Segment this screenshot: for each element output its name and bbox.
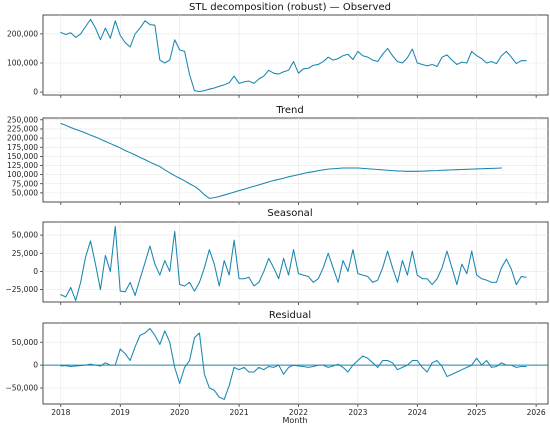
y-tick-label: −25,000 bbox=[5, 285, 38, 294]
x-tick-label: 2023 bbox=[348, 408, 367, 417]
series-line-trend bbox=[60, 122, 502, 199]
plot-frame-residual bbox=[42, 322, 549, 405]
xticks-seasonal bbox=[60, 302, 537, 305]
y-tick-label: 250,000 bbox=[7, 115, 38, 124]
x-tick-label: 2024 bbox=[408, 408, 427, 417]
xticks-trend bbox=[60, 202, 537, 205]
yticks-trend: 50,00075,000100,000125,000150,000175,000… bbox=[7, 115, 43, 197]
panel-title-residual: Residual bbox=[269, 310, 311, 321]
gridlines-observed bbox=[43, 15, 548, 95]
panel-title-trend: Trend bbox=[275, 105, 303, 116]
y-tick-label: 100,000 bbox=[7, 170, 38, 179]
y-tick-label: 75,000 bbox=[12, 179, 38, 188]
x-tick-label: 2026 bbox=[527, 408, 546, 417]
x-axis-label: Month bbox=[282, 416, 307, 425]
yticks-observed: 0 100,000 200,000 bbox=[7, 30, 43, 97]
y-tick-label: 50,000 bbox=[12, 188, 38, 197]
series-line-seasonal bbox=[60, 225, 527, 302]
y-tick-label: 150,000 bbox=[7, 152, 38, 161]
y-tick-label: 200,000 bbox=[7, 134, 38, 143]
gridlines-residual bbox=[43, 323, 548, 404]
gridlines-seasonal bbox=[43, 222, 548, 302]
xticks-observed bbox=[60, 95, 537, 98]
plot-frame-seasonal bbox=[42, 221, 549, 303]
yticks-residual: −50,000 0 50,000 bbox=[5, 338, 43, 393]
plot-frame-trend bbox=[42, 117, 549, 203]
series-line-observed bbox=[60, 18, 527, 93]
x-tick-label: 2022 bbox=[289, 408, 308, 417]
panel-seasonal: Seasonal −25,000 0 25,000 50,000 bbox=[5, 208, 549, 305]
panel-title-seasonal: Seasonal bbox=[267, 208, 312, 219]
y-tick-label: 25,000 bbox=[12, 249, 38, 258]
x-tick-label: 2020 bbox=[170, 408, 189, 417]
panel-trend: Trend 50,00075,000100,000125,000150,0001… bbox=[7, 105, 549, 205]
y-tick-label: 50,000 bbox=[12, 231, 38, 240]
y-tick-label: 0 bbox=[33, 267, 38, 276]
y-tick-label: 200,000 bbox=[7, 30, 38, 39]
xticks-residual: 2018 2019 2020 2021 2022 2023 2024 2025 2026 bbox=[51, 404, 546, 417]
y-tick-label: 0 bbox=[33, 88, 38, 97]
y-tick-label: 125,000 bbox=[7, 161, 38, 170]
panel-observed: STL decomposition (robust) — Observed 0 1… bbox=[7, 2, 549, 98]
x-tick-label: 2021 bbox=[230, 408, 249, 417]
gridlines-trend bbox=[43, 118, 548, 202]
y-tick-label: 175,000 bbox=[7, 143, 38, 152]
yticks-seasonal: −25,000 0 25,000 50,000 bbox=[5, 231, 43, 294]
panel-residual: Residual 2018 2019 2020 2021 2022 2023 2024 202… bbox=[5, 310, 549, 425]
plot-frame-observed bbox=[42, 14, 549, 96]
y-tick-label: 0 bbox=[33, 361, 38, 370]
y-tick-label: 100,000 bbox=[7, 59, 38, 68]
y-tick-label: 225,000 bbox=[7, 125, 38, 134]
x-tick-label: 2025 bbox=[467, 408, 486, 417]
x-tick-label: 2018 bbox=[51, 408, 70, 417]
panel-title-observed: STL decomposition (robust) — Observed bbox=[189, 2, 391, 13]
x-tick-label: 2019 bbox=[111, 408, 130, 417]
y-tick-label: 50,000 bbox=[12, 338, 38, 347]
series-line-residual bbox=[60, 327, 527, 400]
y-tick-label: −50,000 bbox=[5, 384, 38, 393]
